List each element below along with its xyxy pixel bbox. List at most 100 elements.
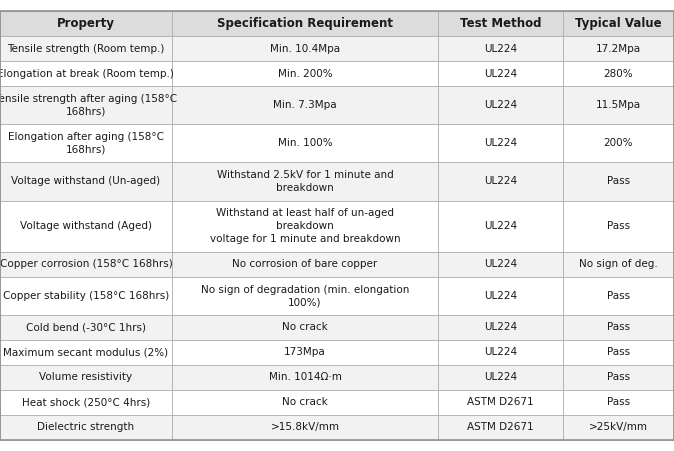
- Bar: [563, 252, 674, 277]
- Text: Min. 200%: Min. 200%: [278, 69, 332, 78]
- Bar: [0, 315, 172, 340]
- Bar: [438, 61, 563, 86]
- Text: Withstand at least half of un-aged
breakdown
voltage for 1 minute and breakdown: Withstand at least half of un-aged break…: [210, 208, 400, 244]
- Bar: [172, 11, 438, 36]
- Bar: [563, 315, 674, 340]
- Bar: [0, 36, 172, 61]
- Text: UL224: UL224: [484, 176, 517, 186]
- Bar: [438, 340, 563, 365]
- Text: Pass: Pass: [607, 373, 630, 382]
- Bar: [0, 201, 172, 252]
- Text: Pass: Pass: [607, 347, 630, 358]
- Bar: [563, 86, 674, 124]
- Text: Min. 7.3Mpa: Min. 7.3Mpa: [273, 100, 337, 110]
- Bar: [0, 365, 172, 390]
- Text: Tensile strength after aging (158°C
168hrs): Tensile strength after aging (158°C 168h…: [0, 94, 177, 116]
- Text: Voltage withstand (Aged): Voltage withstand (Aged): [20, 221, 152, 231]
- Bar: [172, 36, 438, 61]
- Text: UL224: UL224: [484, 221, 517, 231]
- Text: UL224: UL224: [484, 69, 517, 78]
- Bar: [563, 61, 674, 86]
- Bar: [438, 36, 563, 61]
- Text: Elongation at break (Room temp.): Elongation at break (Room temp.): [0, 69, 175, 78]
- Bar: [438, 11, 563, 36]
- Text: UL224: UL224: [484, 100, 517, 110]
- Bar: [172, 252, 438, 277]
- Bar: [172, 415, 438, 440]
- Bar: [0, 252, 172, 277]
- Text: ASTM D2671: ASTM D2671: [467, 397, 534, 407]
- Bar: [438, 365, 563, 390]
- Text: Heat shock (250°C 4hrs): Heat shock (250°C 4hrs): [22, 397, 150, 407]
- Text: No sign of deg.: No sign of deg.: [579, 259, 658, 269]
- Bar: [172, 86, 438, 124]
- Bar: [438, 162, 563, 201]
- Bar: [438, 86, 563, 124]
- Text: Elongation after aging (158°C
168hrs): Elongation after aging (158°C 168hrs): [8, 132, 164, 155]
- Text: UL224: UL224: [484, 373, 517, 382]
- Bar: [0, 86, 172, 124]
- Bar: [438, 415, 563, 440]
- Text: UL224: UL224: [484, 138, 517, 148]
- Text: 280%: 280%: [604, 69, 633, 78]
- Bar: [0, 340, 172, 365]
- Bar: [563, 390, 674, 415]
- Bar: [438, 277, 563, 315]
- Text: >25kV/mm: >25kV/mm: [589, 422, 648, 432]
- Bar: [438, 315, 563, 340]
- Bar: [172, 124, 438, 162]
- Text: Min. 1014Ω·m: Min. 1014Ω·m: [268, 373, 342, 382]
- Bar: [438, 201, 563, 252]
- Text: UL224: UL224: [484, 259, 517, 269]
- Bar: [172, 162, 438, 201]
- Text: No crack: No crack: [282, 397, 328, 407]
- Text: Pass: Pass: [607, 221, 630, 231]
- Text: Test Method: Test Method: [460, 17, 541, 30]
- Bar: [0, 390, 172, 415]
- Text: Copper stability (158°C 168hrs): Copper stability (158°C 168hrs): [3, 291, 169, 301]
- Text: 17.2Mpa: 17.2Mpa: [596, 44, 641, 54]
- Bar: [563, 365, 674, 390]
- Bar: [438, 124, 563, 162]
- Text: UL224: UL224: [484, 347, 517, 358]
- Text: Withstand 2.5kV for 1 minute and
breakdown: Withstand 2.5kV for 1 minute and breakdo…: [216, 170, 394, 193]
- Text: Volume resistivity: Volume resistivity: [39, 373, 133, 382]
- Bar: [172, 340, 438, 365]
- Text: Pass: Pass: [607, 322, 630, 332]
- Text: ASTM D2671: ASTM D2671: [467, 422, 534, 432]
- Bar: [172, 277, 438, 315]
- Bar: [563, 201, 674, 252]
- Bar: [172, 61, 438, 86]
- Text: Dielectric strength: Dielectric strength: [37, 422, 135, 432]
- Text: Voltage withstand (Un-aged): Voltage withstand (Un-aged): [11, 176, 160, 186]
- Text: Maximum secant modulus (2%): Maximum secant modulus (2%): [3, 347, 168, 358]
- Bar: [172, 365, 438, 390]
- Text: Min. 10.4Mpa: Min. 10.4Mpa: [270, 44, 340, 54]
- Bar: [563, 277, 674, 315]
- Text: 11.5Mpa: 11.5Mpa: [596, 100, 641, 110]
- Text: Pass: Pass: [607, 291, 630, 301]
- Bar: [172, 201, 438, 252]
- Bar: [0, 415, 172, 440]
- Bar: [563, 124, 674, 162]
- Bar: [0, 277, 172, 315]
- Bar: [0, 124, 172, 162]
- Text: No sign of degradation (min. elongation
100%): No sign of degradation (min. elongation …: [201, 285, 409, 307]
- Bar: [563, 415, 674, 440]
- Bar: [563, 162, 674, 201]
- Text: Tensile strength (Room temp.): Tensile strength (Room temp.): [7, 44, 164, 54]
- Text: Pass: Pass: [607, 397, 630, 407]
- Bar: [563, 11, 674, 36]
- Text: Property: Property: [57, 17, 115, 30]
- Text: Specification Requirement: Specification Requirement: [217, 17, 393, 30]
- Bar: [438, 390, 563, 415]
- Text: UL224: UL224: [484, 44, 517, 54]
- Text: Typical Value: Typical Value: [575, 17, 662, 30]
- Text: UL224: UL224: [484, 291, 517, 301]
- Text: 200%: 200%: [604, 138, 633, 148]
- Bar: [0, 11, 172, 36]
- Bar: [0, 61, 172, 86]
- Text: UL224: UL224: [484, 322, 517, 332]
- Text: Min. 100%: Min. 100%: [278, 138, 332, 148]
- Text: No crack: No crack: [282, 322, 328, 332]
